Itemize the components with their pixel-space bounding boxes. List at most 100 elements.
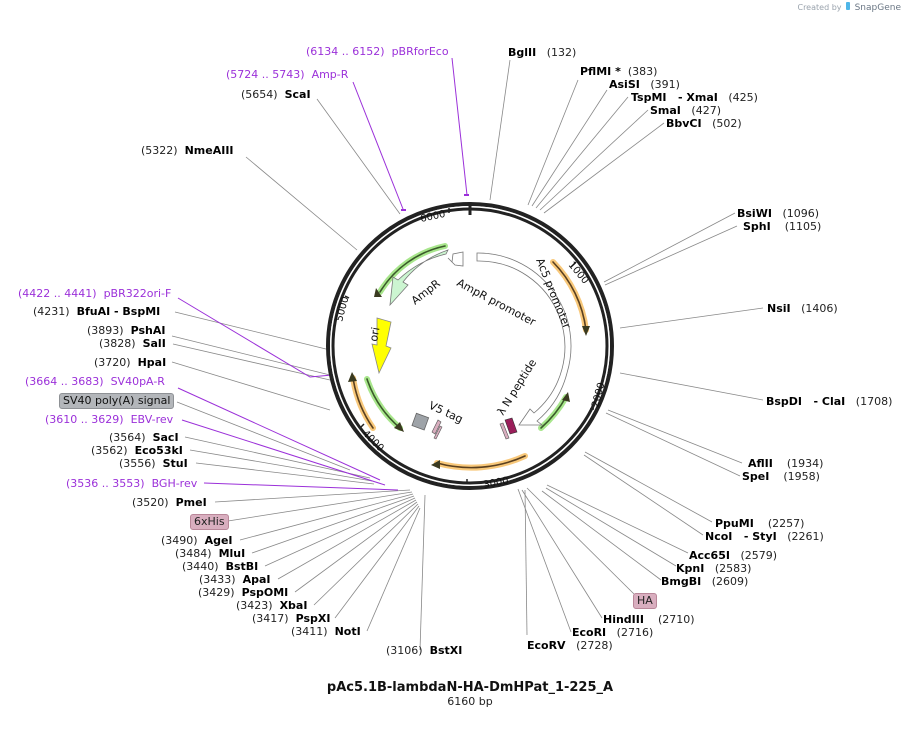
site-position: (3893) bbox=[87, 324, 124, 337]
site-position: (2609) bbox=[711, 575, 749, 588]
site-position: (427) bbox=[691, 104, 721, 117]
site-label[interactable]: NsiI (1406) bbox=[767, 302, 838, 315]
site-leader-lines bbox=[171, 59, 764, 651]
site-position: (1934) bbox=[786, 457, 824, 470]
site-label[interactable]: (3564) SacI bbox=[109, 431, 179, 444]
site-label[interactable]: (3423) XbaI bbox=[236, 599, 307, 612]
ampr-label: AmpR bbox=[409, 277, 443, 308]
primer-range: (5724 .. 5743) bbox=[226, 68, 305, 81]
site-label[interactable]: (3484) MluI bbox=[175, 547, 245, 560]
primer-label[interactable]: (3610 .. 3629) EBV-rev bbox=[45, 413, 173, 426]
his-tag-feature-label[interactable]: 6xHis bbox=[190, 514, 229, 530]
site-position: (3720) bbox=[94, 356, 131, 369]
site-label[interactable]: AflII (1934) bbox=[748, 457, 823, 470]
site-position: (2257) bbox=[767, 517, 805, 530]
ori-label: ori bbox=[367, 326, 382, 342]
site-position: (3429) bbox=[198, 586, 235, 599]
site-label[interactable]: (3411) NotI bbox=[291, 625, 361, 638]
site-label[interactable]: (3720) HpaI bbox=[94, 356, 166, 369]
site-label[interactable]: TspMI - XmaI (425) bbox=[631, 91, 758, 104]
primer-label[interactable]: (5724 .. 5743) Amp-R bbox=[226, 68, 348, 81]
site-name: NmeAIII bbox=[184, 144, 234, 157]
ac5-promoter-feature bbox=[476, 252, 572, 426]
ampr-promoter-label: AmpR promoter bbox=[455, 276, 539, 329]
primer-range: (3536 .. 3553) bbox=[66, 477, 145, 490]
site-name: BspDI - ClaI bbox=[766, 395, 846, 408]
site-label[interactable]: Acc65I (2579) bbox=[689, 549, 777, 562]
site-label[interactable]: SmaI (427) bbox=[650, 104, 721, 117]
site-label[interactable]: (3828) SalI bbox=[99, 337, 166, 350]
site-label[interactable]: BglII (132) bbox=[508, 46, 576, 59]
primer-name: Amp-R bbox=[311, 68, 349, 81]
site-position: (3440) bbox=[182, 560, 219, 573]
v5-tag-label: V5 tag bbox=[427, 399, 465, 426]
site-label[interactable]: KpnI (2583) bbox=[676, 562, 751, 575]
site-label[interactable]: (3429) PspOMI bbox=[198, 586, 288, 599]
site-name: AsiSI bbox=[609, 78, 640, 91]
credit-prefix: Created by bbox=[797, 3, 842, 12]
site-label[interactable]: (3106) BstXI bbox=[386, 644, 462, 657]
site-label[interactable]: BmgBI (2609) bbox=[661, 575, 748, 588]
site-label[interactable]: (5654) ScaI bbox=[241, 88, 311, 101]
site-name: SpeI bbox=[742, 470, 770, 483]
site-label[interactable]: NcoI - StyI (2261) bbox=[705, 530, 824, 543]
site-label[interactable]: HindIII (2710) bbox=[603, 613, 695, 626]
site-name: PspOMI bbox=[241, 586, 289, 599]
plasmid-name: pAc5.1B-lambdaN-HA-DmHPat_1-225_A bbox=[326, 680, 614, 695]
site-position: (1096) bbox=[782, 207, 820, 220]
site-name: TspMI - XmaI bbox=[631, 91, 718, 104]
site-name: HpaI bbox=[137, 356, 167, 369]
site-label[interactable]: (3562) Eco53kI bbox=[91, 444, 183, 457]
site-name: MluI bbox=[218, 547, 246, 560]
site-name: EcoRI bbox=[572, 626, 607, 639]
site-name: BsiWI bbox=[737, 207, 772, 220]
sv40-polya-feature-label[interactable]: SV40 poly(A) signal bbox=[59, 393, 175, 409]
site-name: Eco53kI bbox=[134, 444, 183, 457]
site-name: PmeI bbox=[175, 496, 207, 509]
site-label[interactable]: (3433) ApaI bbox=[199, 573, 270, 586]
site-name: PshAI bbox=[130, 324, 166, 337]
site-label[interactable]: (3490) AgeI bbox=[161, 534, 233, 547]
site-label[interactable]: EcoRI (2716) bbox=[572, 626, 653, 639]
primer-name: pBR322ori-F bbox=[103, 287, 172, 300]
site-label[interactable]: PflMI * (383) bbox=[580, 65, 657, 78]
primer-range: (3664 .. 3683) bbox=[25, 375, 104, 388]
site-name: PflMI * bbox=[580, 65, 621, 78]
site-label[interactable]: (3556) StuI bbox=[119, 457, 188, 470]
site-name: SphI bbox=[743, 220, 771, 233]
primer-name: EBV-rev bbox=[130, 413, 174, 426]
site-label[interactable]: (3893) PshAI bbox=[87, 324, 165, 337]
site-position: (5654) bbox=[241, 88, 278, 101]
site-label[interactable]: (5322) NmeAIII bbox=[141, 144, 234, 157]
primer-label[interactable]: (4422 .. 4441) pBR322ori-F bbox=[18, 287, 171, 300]
site-name: SalI bbox=[142, 337, 166, 350]
site-label[interactable]: (3520) PmeI bbox=[132, 496, 207, 509]
site-label[interactable]: SpeI (1958) bbox=[742, 470, 820, 483]
site-position: (3564) bbox=[109, 431, 146, 444]
primer-label[interactable]: (3536 .. 3553) BGH-rev bbox=[66, 477, 197, 490]
site-name: NcoI - StyI bbox=[705, 530, 777, 543]
site-label[interactable]: BspDI - ClaI (1708) bbox=[766, 395, 892, 408]
site-label[interactable]: (3417) PspXI bbox=[252, 612, 330, 625]
plasmid-length: 6160 bp bbox=[447, 695, 493, 708]
site-label[interactable]: BsiWI (1096) bbox=[737, 207, 819, 220]
site-position: (3484) bbox=[175, 547, 212, 560]
primer-label[interactable]: (6134 .. 6152) pBRforEco bbox=[306, 45, 449, 58]
site-label[interactable]: (3440) BstBI bbox=[182, 560, 258, 573]
ha-feature-label[interactable]: HA bbox=[633, 593, 657, 609]
site-label[interactable]: PpuMI (2257) bbox=[715, 517, 804, 530]
site-label[interactable]: SphI (1105) bbox=[743, 220, 821, 233]
site-position: (3828) bbox=[99, 337, 136, 350]
site-label[interactable]: AsiSI (391) bbox=[609, 78, 680, 91]
site-label[interactable]: EcoRV (2728) bbox=[527, 639, 613, 652]
site-position: (502) bbox=[712, 117, 742, 130]
site-position: (3417) bbox=[252, 612, 289, 625]
ha-feature bbox=[499, 422, 510, 440]
site-name: Acc65I bbox=[689, 549, 730, 562]
site-name: AgeI bbox=[204, 534, 233, 547]
primer-label[interactable]: (3664 .. 3683) SV40pA-R bbox=[25, 375, 165, 388]
site-label[interactable]: (4231) BfuAI - BspMI bbox=[33, 305, 160, 318]
site-label[interactable]: BbvCI (502) bbox=[666, 117, 742, 130]
site-position: (3423) bbox=[236, 599, 273, 612]
tick-label-6000: 6000 bbox=[419, 209, 446, 225]
